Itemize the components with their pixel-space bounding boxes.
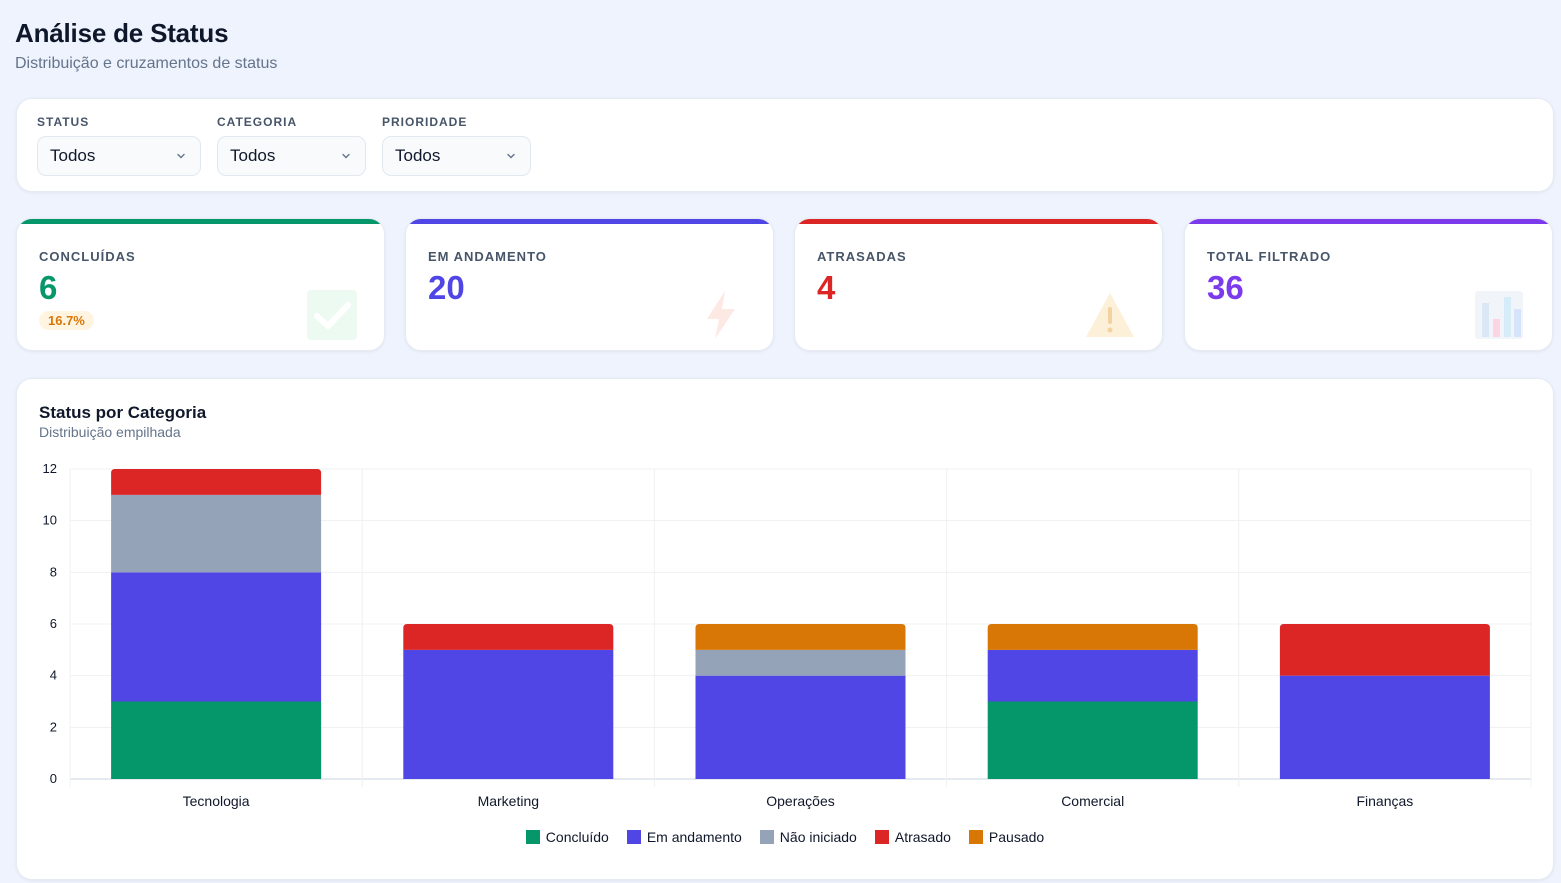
page-subtitle: Distribuição e cruzamentos de status xyxy=(15,55,278,72)
legend-item[interactable]: Concluído xyxy=(525,829,609,845)
filters-panel: STATUS Todos CATEGORIA Todos PRIORIDADE … xyxy=(16,98,1554,192)
lightning-icon xyxy=(707,291,735,339)
kpi-value: 6 xyxy=(39,269,58,306)
y-tick-label: 8 xyxy=(50,564,57,579)
legend-swatch xyxy=(759,830,774,844)
warning-icon xyxy=(1086,293,1134,337)
priority-select[interactable]: Todos xyxy=(382,136,531,176)
kpi-percent-badge: 16.7% xyxy=(39,311,94,330)
chart-subtitle: Distribuição empilhada xyxy=(39,424,181,440)
legend-item[interactable]: Atrasado xyxy=(874,829,951,845)
priority-filter: PRIORIDADE Todos xyxy=(382,115,531,176)
page-title: Análise de Status xyxy=(15,18,229,48)
status-select-value: Todos xyxy=(50,146,96,165)
priority-select-value: Todos xyxy=(395,146,441,165)
legend-label: Em andamento xyxy=(646,829,742,845)
legend-label: Não iniciado xyxy=(779,829,857,845)
y-tick-label: 10 xyxy=(43,513,57,528)
legend-swatch xyxy=(525,830,540,844)
bar-segment-pausado xyxy=(695,624,906,650)
y-tick-label: 12 xyxy=(43,461,57,476)
kpi-label: ATRASADAS xyxy=(817,249,907,264)
legend-item[interactable]: Não iniciado xyxy=(759,829,857,845)
legend-label: Atrasado xyxy=(894,829,951,845)
chart-title: Status por Categoria xyxy=(39,403,207,422)
bar-segment-em-andamento xyxy=(111,572,322,702)
kpi-card-in-progress: EM ANDAMENTO 20 xyxy=(405,218,774,351)
kpi-accent-bar xyxy=(17,219,384,224)
y-tick-label: 0 xyxy=(50,771,57,786)
kpi-card-total: TOTAL FILTRADO 36 xyxy=(1184,218,1553,351)
legend-swatch xyxy=(626,830,641,844)
kpi-value: 20 xyxy=(428,269,465,306)
kpi-label: CONCLUÍDAS xyxy=(39,249,136,264)
check-icon xyxy=(307,290,357,340)
kpi-accent-bar xyxy=(406,219,773,224)
legend-label: Concluído xyxy=(545,829,609,845)
chevron-down-icon xyxy=(342,153,350,159)
bar-segment-n-o-iniciado xyxy=(695,649,906,676)
x-tick-label: Tecnologia xyxy=(183,793,250,809)
chart-legend: Concluído Em andamento Não iniciado Atrasad… xyxy=(17,829,1553,845)
category-filter: CATEGORIA Todos xyxy=(217,115,366,176)
category-select[interactable]: Todos xyxy=(217,136,366,176)
kpi-label: TOTAL FILTRADO xyxy=(1207,249,1332,264)
chevron-down-icon xyxy=(177,153,185,159)
status-select[interactable]: Todos xyxy=(37,136,201,176)
bar-segment-atrasado xyxy=(403,624,614,650)
bar-segment-pausado xyxy=(987,624,1198,650)
bar-segment-atrasado xyxy=(111,469,322,495)
bar-segment-em-andamento xyxy=(1279,675,1490,779)
legend-label: Pausado xyxy=(988,829,1045,845)
category-filter-label: CATEGORIA xyxy=(217,115,298,129)
kpi-value: 4 xyxy=(817,269,836,306)
x-tick-label: Marketing xyxy=(478,793,539,809)
x-tick-label: Comercial xyxy=(1061,793,1124,809)
status-filter-label: STATUS xyxy=(37,115,90,129)
y-tick-label: 6 xyxy=(50,616,57,631)
stacked-bar-chart: 0 2 4 6 8 10 12 Tecnologia Marketing Operações Com… xyxy=(43,461,1532,809)
y-tick-label: 4 xyxy=(50,668,57,683)
legend-swatch xyxy=(874,830,889,844)
y-tick-label: 2 xyxy=(50,719,57,734)
page-header: Análise de Status Distribuição e cruzame… xyxy=(15,18,277,73)
legend-item[interactable]: Em andamento xyxy=(626,829,742,845)
category-select-value: Todos xyxy=(230,146,276,165)
bar-segment-conclu-do xyxy=(987,701,1198,779)
kpi-accent-bar xyxy=(1185,219,1552,224)
bar-segment-em-andamento xyxy=(403,649,614,779)
kpi-accent-bar xyxy=(795,219,1162,224)
x-tick-label: Finanças xyxy=(1356,793,1413,809)
bar-segment-atrasado xyxy=(1279,624,1490,676)
status-by-category-chart-card: Status por Categoria Distribuição empilh… xyxy=(16,378,1554,880)
kpi-value: 36 xyxy=(1207,269,1244,306)
bar-chart-icon xyxy=(1475,291,1523,339)
priority-filter-label: PRIORIDADE xyxy=(382,115,468,129)
bar-segment-em-andamento xyxy=(695,675,906,779)
bar-segment-em-andamento xyxy=(987,649,1198,702)
x-tick-label: Operações xyxy=(766,793,834,809)
kpi-card-completed: CONCLUÍDAS 6 16.7% xyxy=(16,218,385,351)
legend-item[interactable]: Pausado xyxy=(968,829,1045,845)
kpi-card-overdue: ATRASADAS 4 xyxy=(794,218,1163,351)
bar-segment-conclu-do xyxy=(111,701,322,779)
kpi-label: EM ANDAMENTO xyxy=(428,249,547,264)
chevron-down-icon xyxy=(507,153,515,159)
bar-segment-n-o-iniciado xyxy=(111,494,322,573)
status-filter: STATUS Todos xyxy=(37,115,201,176)
legend-swatch xyxy=(968,830,983,844)
